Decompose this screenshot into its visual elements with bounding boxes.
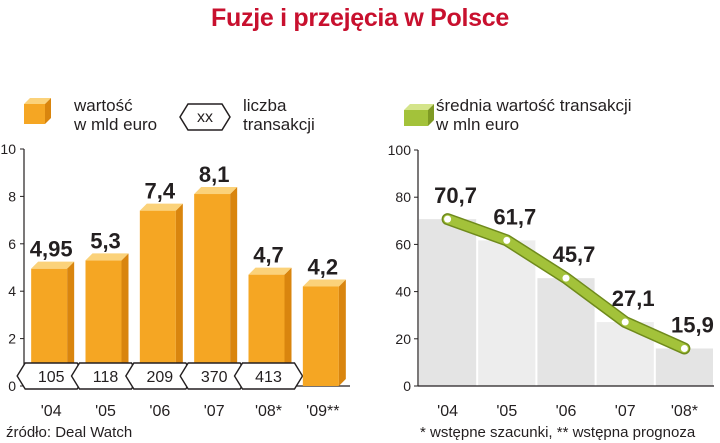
line-x-tick-label: '08* <box>671 403 698 420</box>
bar-side <box>338 279 346 386</box>
legend-count-line1: liczba <box>243 96 287 115</box>
legend-value-swatch-icon <box>24 98 51 124</box>
bar-value-label: 4,7 <box>253 243 284 268</box>
footnote: * wstępne szacunki, ** wstępna prognoza <box>420 424 696 441</box>
area-column <box>478 240 536 386</box>
bar-x-tick-label: '08* <box>255 403 282 420</box>
bar-y-tick-label: 2 <box>8 331 16 347</box>
line-value-label: 27,1 <box>612 286 655 311</box>
bar-y-tick-label: 6 <box>8 236 16 252</box>
bar-top <box>85 253 129 261</box>
count-label: 209 <box>146 369 173 386</box>
line-y-tick-label: 20 <box>395 331 411 347</box>
bar-x-tick-label: '09** <box>306 403 339 420</box>
bar <box>139 210 176 386</box>
bar-x-tick-label: '04 <box>41 403 62 420</box>
count-label: 413 <box>255 369 282 386</box>
legend-value-line2: w mld euro <box>74 115 158 134</box>
line-value-label: 45,7 <box>553 242 596 267</box>
bar-top <box>139 203 183 211</box>
line-x-tick-label: '04 <box>437 403 458 420</box>
bar-top <box>248 267 292 275</box>
bar-value-label: 5,3 <box>90 228 121 253</box>
legend-avg-line1: średnia wartość transakcji <box>436 96 632 115</box>
legend-count: liczba transakcji <box>243 96 315 134</box>
bar-x-tick-label: '06 <box>149 403 170 420</box>
legend-count-badge-icon <box>179 103 231 131</box>
legend-avg: średnia wartość transakcji w mln euro <box>436 96 632 134</box>
data-point <box>680 344 688 352</box>
bar-y-tick-label: 10 <box>0 141 16 157</box>
line-y-tick-label: 80 <box>395 189 411 205</box>
bar-top <box>194 187 238 195</box>
bar-top <box>302 279 346 287</box>
legend-count-line2: transakcji <box>243 115 315 134</box>
bar-value-label: 4,95 <box>30 237 73 262</box>
bar-side <box>175 203 183 386</box>
bar-side <box>230 187 238 386</box>
data-point <box>621 318 629 326</box>
chart-title: Fuzje i przejęcia w Polsce <box>211 4 509 32</box>
bar-side <box>67 261 75 386</box>
bar <box>302 286 339 386</box>
line-value-label: 15,9 <box>671 312 714 337</box>
data-point <box>444 215 452 223</box>
line-y-tick-label: 60 <box>395 236 411 252</box>
count-label: 118 <box>93 369 119 386</box>
line-value-label: 70,7 <box>434 183 477 208</box>
count-label: 370 <box>201 369 228 386</box>
line-x-tick-label: '07 <box>615 403 636 420</box>
line-x-tick-label: '06 <box>556 403 577 420</box>
data-point <box>503 236 511 244</box>
bar-value-label: 7,4 <box>145 179 176 204</box>
legend-value-line1: wartość <box>74 96 133 115</box>
bar <box>194 194 231 386</box>
bar-y-tick-label: 4 <box>8 283 16 299</box>
bar-y-tick-label: 0 <box>8 378 16 394</box>
data-point <box>562 274 570 282</box>
bar-y-tick-label: 8 <box>8 188 16 204</box>
bar-side <box>284 267 292 386</box>
line-y-tick-label: 0 <box>403 378 411 394</box>
area-column <box>419 219 477 386</box>
source-note: źródło: Deal Watch <box>6 424 133 441</box>
area-column <box>655 348 713 386</box>
bar-value-label: 4,2 <box>308 254 339 279</box>
count-badge <box>233 362 304 390</box>
bar-x-tick-label: '07 <box>204 403 225 420</box>
line-y-tick-label: 40 <box>395 284 411 300</box>
bar-top <box>31 261 75 269</box>
line-y-tick-label: 100 <box>388 142 412 158</box>
legend-count-badge: xx <box>197 109 213 126</box>
bar-x-tick-label: '05 <box>95 403 116 420</box>
line-value-label: 61,7 <box>493 204 536 229</box>
bar-side <box>121 253 129 386</box>
legend-avg-line2: w mln euro <box>436 115 520 134</box>
bar-value-label: 8,1 <box>199 162 230 187</box>
legend-value: wartość w mld euro <box>74 96 157 134</box>
legend-avg-swatch-icon <box>404 104 434 126</box>
count-label: 105 <box>38 369 65 386</box>
line-x-tick-label: '05 <box>496 403 517 420</box>
